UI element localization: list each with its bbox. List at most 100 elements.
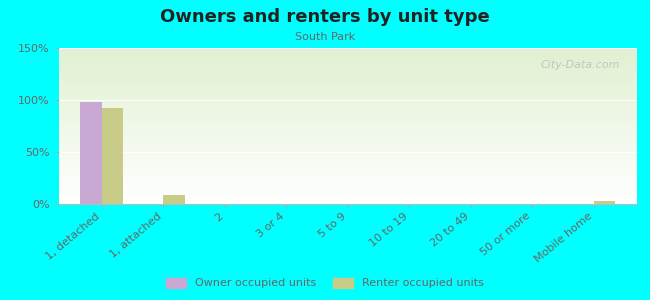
Bar	[58, 191, 637, 192]
Bar	[58, 94, 637, 95]
Bar	[58, 159, 637, 160]
Bar	[58, 137, 637, 138]
Bar	[58, 189, 637, 190]
Bar	[58, 113, 637, 114]
Bar	[58, 201, 637, 202]
Bar	[58, 81, 637, 82]
Bar	[58, 74, 637, 75]
Bar	[58, 183, 637, 184]
Bar	[58, 85, 637, 86]
Bar	[58, 135, 637, 136]
Bar	[58, 179, 637, 180]
Bar	[58, 174, 637, 175]
Bar	[58, 164, 637, 165]
Bar	[58, 66, 637, 67]
Bar	[58, 162, 637, 163]
Bar	[58, 93, 637, 94]
Bar	[58, 50, 637, 51]
Bar	[58, 145, 637, 146]
Bar	[58, 152, 637, 153]
Bar	[58, 122, 637, 123]
Bar	[58, 150, 637, 151]
Bar	[58, 185, 637, 186]
Bar	[58, 100, 637, 101]
Bar	[58, 144, 637, 145]
Bar	[58, 182, 637, 183]
Bar	[58, 65, 637, 66]
Bar	[58, 123, 637, 124]
Bar	[58, 89, 637, 90]
Bar	[58, 143, 637, 144]
Bar	[58, 132, 637, 133]
Bar	[58, 134, 637, 135]
Bar	[58, 69, 637, 70]
Bar	[58, 84, 637, 85]
Bar	[58, 175, 637, 176]
Bar	[58, 86, 637, 87]
Bar	[58, 169, 637, 170]
Bar	[58, 187, 637, 188]
Bar	[80, 102, 101, 204]
Bar	[58, 158, 637, 159]
Bar	[58, 67, 637, 68]
Bar	[58, 71, 637, 72]
Bar	[58, 77, 637, 78]
Bar	[58, 202, 637, 203]
Bar	[58, 115, 637, 116]
Bar	[58, 133, 637, 134]
Bar	[58, 82, 637, 83]
Bar	[58, 47, 637, 48]
Bar	[58, 119, 637, 120]
Bar	[58, 79, 637, 80]
Bar	[58, 198, 637, 199]
Bar	[58, 111, 637, 112]
Bar	[58, 157, 637, 158]
Bar	[594, 201, 616, 204]
Bar	[58, 56, 637, 57]
Bar	[58, 110, 637, 111]
Bar	[58, 147, 637, 148]
Bar	[58, 125, 637, 126]
Bar	[58, 63, 637, 64]
Bar	[58, 99, 637, 100]
Bar	[58, 101, 637, 102]
Bar	[58, 192, 637, 193]
Bar	[58, 107, 637, 108]
Bar	[58, 53, 637, 54]
Bar	[58, 57, 637, 58]
Bar	[58, 118, 637, 119]
Bar	[58, 151, 637, 152]
Bar	[58, 197, 637, 198]
Bar	[58, 96, 637, 97]
Bar	[58, 106, 637, 107]
Bar	[58, 73, 637, 74]
Bar	[58, 68, 637, 69]
Bar	[58, 146, 637, 147]
Bar	[58, 54, 637, 55]
Bar	[58, 155, 637, 156]
Bar	[58, 154, 637, 155]
Bar	[58, 126, 637, 127]
Bar	[58, 136, 637, 137]
Bar	[58, 130, 637, 131]
Bar	[58, 195, 637, 196]
Bar	[58, 104, 637, 105]
Bar	[58, 98, 637, 99]
Bar	[58, 64, 637, 65]
Bar	[58, 142, 637, 143]
Bar	[58, 188, 637, 189]
Bar	[58, 62, 637, 63]
Bar	[58, 177, 637, 178]
Bar	[58, 49, 637, 50]
Bar	[58, 202, 637, 203]
Bar	[101, 108, 123, 204]
Bar	[58, 181, 637, 182]
Bar	[58, 156, 637, 157]
Bar	[58, 196, 637, 197]
Bar	[58, 52, 637, 53]
Bar	[58, 90, 637, 91]
Bar	[58, 83, 637, 84]
Bar	[58, 48, 637, 49]
Bar	[58, 55, 637, 56]
Bar	[58, 163, 637, 164]
